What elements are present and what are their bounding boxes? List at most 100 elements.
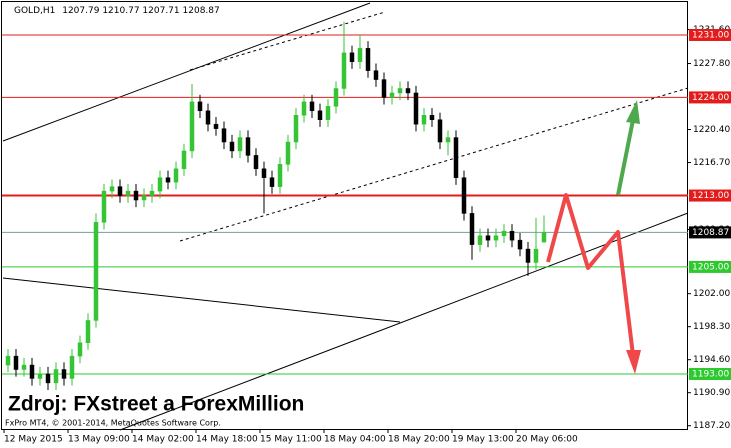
copyright: FxPro MT4, © 2001-2014, MetaQuotes Softw… bbox=[5, 419, 221, 428]
level-box bbox=[689, 367, 731, 380]
trend-line bbox=[2, 277, 401, 323]
candle-body bbox=[461, 177, 467, 214]
level-box bbox=[689, 28, 731, 41]
level-label: 1208.87 bbox=[692, 228, 729, 238]
y-tick-label: 1198.30 bbox=[693, 322, 730, 332]
candle-body bbox=[237, 137, 243, 152]
x-tick-label: 14 May 02:00 bbox=[132, 435, 194, 445]
candle-body bbox=[221, 128, 227, 143]
y-tick-label: 1187.20 bbox=[693, 421, 730, 431]
candle-body bbox=[317, 110, 323, 120]
symbol: GOLD,H1 bbox=[14, 6, 55, 16]
candle-body bbox=[373, 70, 379, 80]
candle-body bbox=[509, 230, 515, 241]
channel-lower bbox=[119, 212, 689, 431]
candle-body bbox=[349, 52, 355, 62]
candle-body bbox=[285, 141, 291, 165]
candle-body bbox=[429, 115, 435, 120]
candle-body bbox=[397, 88, 403, 94]
candle-body bbox=[365, 48, 371, 71]
candle-body bbox=[109, 186, 115, 192]
candle-body bbox=[357, 48, 363, 62]
candle-body bbox=[213, 123, 219, 129]
watermark: Zdroj: FXstreet a ForexMillion bbox=[8, 393, 304, 416]
candle-body bbox=[277, 164, 283, 187]
level-label: 1193.00 bbox=[692, 369, 729, 379]
candle-body bbox=[301, 101, 307, 116]
x-tick-label: 18 May 04:00 bbox=[324, 435, 386, 445]
candle-body bbox=[45, 373, 51, 384]
channel-upper-dotted bbox=[189, 11, 386, 71]
x-tick-label: 19 May 13:00 bbox=[452, 435, 514, 445]
candle-body bbox=[421, 115, 427, 125]
candle-body bbox=[517, 239, 523, 250]
last-open: 1207.79 bbox=[62, 6, 99, 16]
candle-body bbox=[69, 355, 75, 379]
candle-body bbox=[261, 168, 267, 178]
candle-body bbox=[125, 190, 131, 196]
candle-body bbox=[189, 101, 195, 152]
x-tick-label: 13 May 09:00 bbox=[68, 435, 130, 445]
candle-body bbox=[101, 190, 107, 223]
level-label: 1205.00 bbox=[692, 262, 729, 272]
candle-body bbox=[173, 168, 179, 183]
candle-body bbox=[53, 369, 59, 384]
candle-body bbox=[493, 235, 499, 241]
y-tick-label: 1220.40 bbox=[693, 125, 730, 135]
candle-body bbox=[453, 137, 459, 178]
x-tick-label: 15 May 11:00 bbox=[260, 435, 322, 445]
candle-body bbox=[205, 110, 211, 125]
level-label: 1213.00 bbox=[692, 191, 729, 201]
level-box bbox=[689, 226, 731, 239]
candle-body bbox=[85, 320, 91, 344]
candle-body bbox=[437, 119, 443, 143]
candle-body bbox=[253, 155, 259, 170]
candle-body bbox=[469, 213, 475, 245]
candle-body bbox=[501, 230, 507, 236]
candle-body bbox=[197, 101, 203, 112]
plot-frame bbox=[1, 1, 688, 430]
arrow-green bbox=[616, 119, 635, 196]
candle-body bbox=[533, 248, 539, 263]
level-label: 1231.00 bbox=[692, 30, 729, 40]
x-tick-label: 14 May 18:00 bbox=[196, 435, 258, 445]
candle-body bbox=[389, 92, 395, 98]
x-tick-label: 18 May 20:00 bbox=[388, 435, 450, 445]
candle-body bbox=[21, 364, 27, 370]
candle-body bbox=[309, 101, 315, 112]
candle-body bbox=[157, 177, 163, 192]
last-low: 1207.71 bbox=[142, 6, 179, 16]
y-tick-label: 1190.90 bbox=[693, 388, 730, 398]
candle-body bbox=[149, 190, 155, 196]
candle-body bbox=[525, 248, 531, 263]
candle-body bbox=[141, 195, 147, 201]
candle-body bbox=[477, 235, 483, 245]
level-box bbox=[689, 260, 731, 273]
candle-body bbox=[181, 150, 187, 170]
candle-body bbox=[13, 355, 19, 370]
arrowhead-green bbox=[626, 100, 640, 124]
candle-body bbox=[245, 137, 251, 156]
candle-body bbox=[229, 141, 235, 152]
candle-body bbox=[5, 355, 11, 366]
level-box bbox=[689, 91, 731, 104]
y-tick-label: 1202.00 bbox=[693, 289, 730, 299]
candle-body bbox=[541, 232, 547, 243]
arrowhead-red bbox=[626, 350, 641, 374]
candle-body bbox=[293, 115, 299, 143]
arrows bbox=[546, 100, 641, 374]
candle-body bbox=[381, 79, 387, 98]
y-tick-label: 1216.70 bbox=[693, 158, 730, 168]
trend-lines bbox=[2, 2, 689, 431]
arrow-red bbox=[546, 193, 635, 356]
candle-body bbox=[77, 342, 83, 357]
channel-middle bbox=[179, 87, 689, 242]
candle-body bbox=[61, 369, 67, 379]
candle-body bbox=[29, 364, 35, 379]
last-close: 1208.87 bbox=[183, 6, 220, 16]
x-tick-label: 20 May 06:00 bbox=[516, 435, 578, 445]
header: GOLD,H1 1207.79 1210.77 1207.71 1208.87 bbox=[14, 6, 220, 16]
candle-body bbox=[445, 137, 451, 143]
